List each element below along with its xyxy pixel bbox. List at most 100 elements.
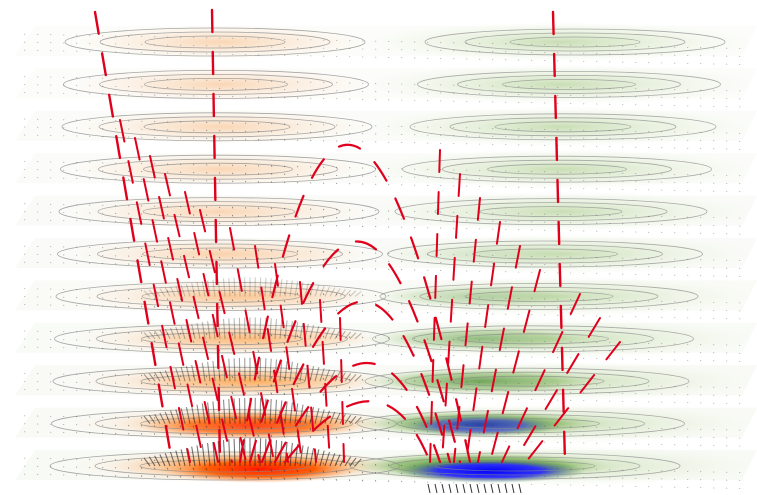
left-field-halo — [70, 109, 370, 144]
field-line-right-fan-3 — [453, 197, 481, 463]
right-contour-line — [457, 75, 681, 94]
right-contour-line — [494, 121, 632, 133]
right-contour-line — [404, 371, 650, 391]
vector-arrows-left — [143, 357, 362, 382]
left-contour-line — [52, 366, 394, 396]
layer-6 — [15, 234, 757, 278]
right-field-intensity — [361, 325, 599, 352]
left-field-halo — [70, 25, 370, 59]
right-contour-line — [412, 329, 654, 349]
field-line-left-outer — [93, 10, 174, 464]
field-line-right-fan-7 — [501, 293, 581, 463]
left-contour-line — [99, 74, 333, 95]
layer-4 — [15, 149, 757, 193]
right-contour-line — [502, 79, 636, 90]
right-contour-line — [394, 198, 708, 226]
field-lines — [93, 8, 621, 464]
vector-grid — [24, 33, 741, 66]
left-contour-line — [144, 78, 288, 91]
field-line-arch-4 — [273, 362, 442, 464]
right-contour-line — [389, 456, 641, 476]
right-contour-line — [419, 286, 659, 306]
field-line-arch-2 — [248, 240, 462, 464]
right-contour-line — [379, 282, 699, 310]
right-contour-line — [372, 325, 694, 353]
left-contour-line — [98, 158, 338, 180]
field-line-left-fan-3 — [149, 155, 219, 463]
layer-10 — [15, 397, 757, 447]
right-contour-line — [434, 202, 668, 222]
right-contour-line — [479, 206, 623, 218]
field-line-right-fan-6 — [489, 269, 541, 463]
vector-grid — [24, 415, 741, 447]
left-contour-line — [63, 70, 369, 99]
field-line-arch-5 — [283, 400, 432, 464]
right-contour-line — [464, 290, 614, 302]
layer-3 — [15, 106, 757, 150]
left-contour-line — [60, 154, 376, 184]
field-line-right-fan-5 — [477, 245, 521, 463]
right-field-intensity — [375, 242, 585, 266]
field-line-left-fan-4 — [164, 173, 233, 463]
right-contour-line — [442, 418, 600, 430]
right-field-intensity — [368, 284, 592, 309]
left-contour-line — [57, 239, 383, 269]
field-line-left-fan-6 — [199, 209, 261, 463]
right-contour-line — [357, 410, 685, 438]
field-line-left-fan-1 — [119, 119, 191, 463]
vector-grid — [24, 288, 741, 320]
field-line-right-center — [551, 10, 567, 464]
right-contour-line — [364, 367, 690, 395]
right-contour-line — [409, 113, 717, 141]
vector-grid — [24, 330, 741, 362]
layer-5 — [15, 191, 757, 235]
left-contour-line — [96, 285, 346, 307]
left-contour-line — [97, 243, 343, 265]
field-line-left-fan-5 — [184, 191, 247, 463]
layer-2 — [15, 64, 757, 108]
field-line-left-fan-2 — [134, 137, 205, 463]
left-contour-line — [58, 197, 380, 227]
vector-grid — [24, 160, 741, 193]
left-contour-line — [144, 35, 286, 49]
field-line-arch-1 — [238, 143, 472, 464]
bottom-vector-row — [427, 483, 522, 494]
right-contour-line — [434, 460, 596, 472]
right-field-halo — [365, 191, 755, 232]
left-field-halo — [70, 67, 370, 102]
right-contour-line — [509, 36, 641, 48]
right-contour-line — [397, 414, 645, 434]
field-line-left-fan-10 — [299, 281, 317, 463]
left-contour-line — [142, 205, 296, 219]
right-contour-line — [387, 240, 703, 268]
vector-grid — [24, 203, 741, 235]
right-contour-line — [457, 333, 609, 345]
left-contour-line — [97, 201, 341, 223]
left-contour-line — [140, 374, 306, 388]
left-contour-line — [99, 31, 331, 53]
field-line-right-fan-2 — [441, 173, 461, 463]
layer-1 — [15, 22, 757, 66]
vector-grid — [24, 76, 741, 108]
field-line-left-fan-8 — [254, 245, 289, 463]
layer-stack — [15, 22, 757, 490]
right-field-halo — [365, 22, 755, 62]
left-contour-line — [49, 451, 401, 481]
layer-11 — [15, 438, 757, 490]
vector-arrows-left — [143, 277, 362, 297]
field-line-right-fan-8 — [513, 317, 601, 463]
left-field-intensity — [129, 282, 381, 310]
field-line-left-fan-9 — [274, 263, 303, 463]
field-line-arch-3 — [260, 300, 452, 464]
left-contour-line — [54, 324, 390, 354]
left-core-glow — [140, 411, 360, 440]
left-contour-line — [55, 281, 387, 311]
left-contour-line — [61, 112, 373, 142]
field-line-left-fan-11 — [319, 299, 331, 463]
left-contour-line — [143, 162, 293, 176]
left-contour-line — [143, 120, 291, 134]
right-field-halo — [365, 149, 755, 190]
vector-grid — [24, 457, 741, 490]
